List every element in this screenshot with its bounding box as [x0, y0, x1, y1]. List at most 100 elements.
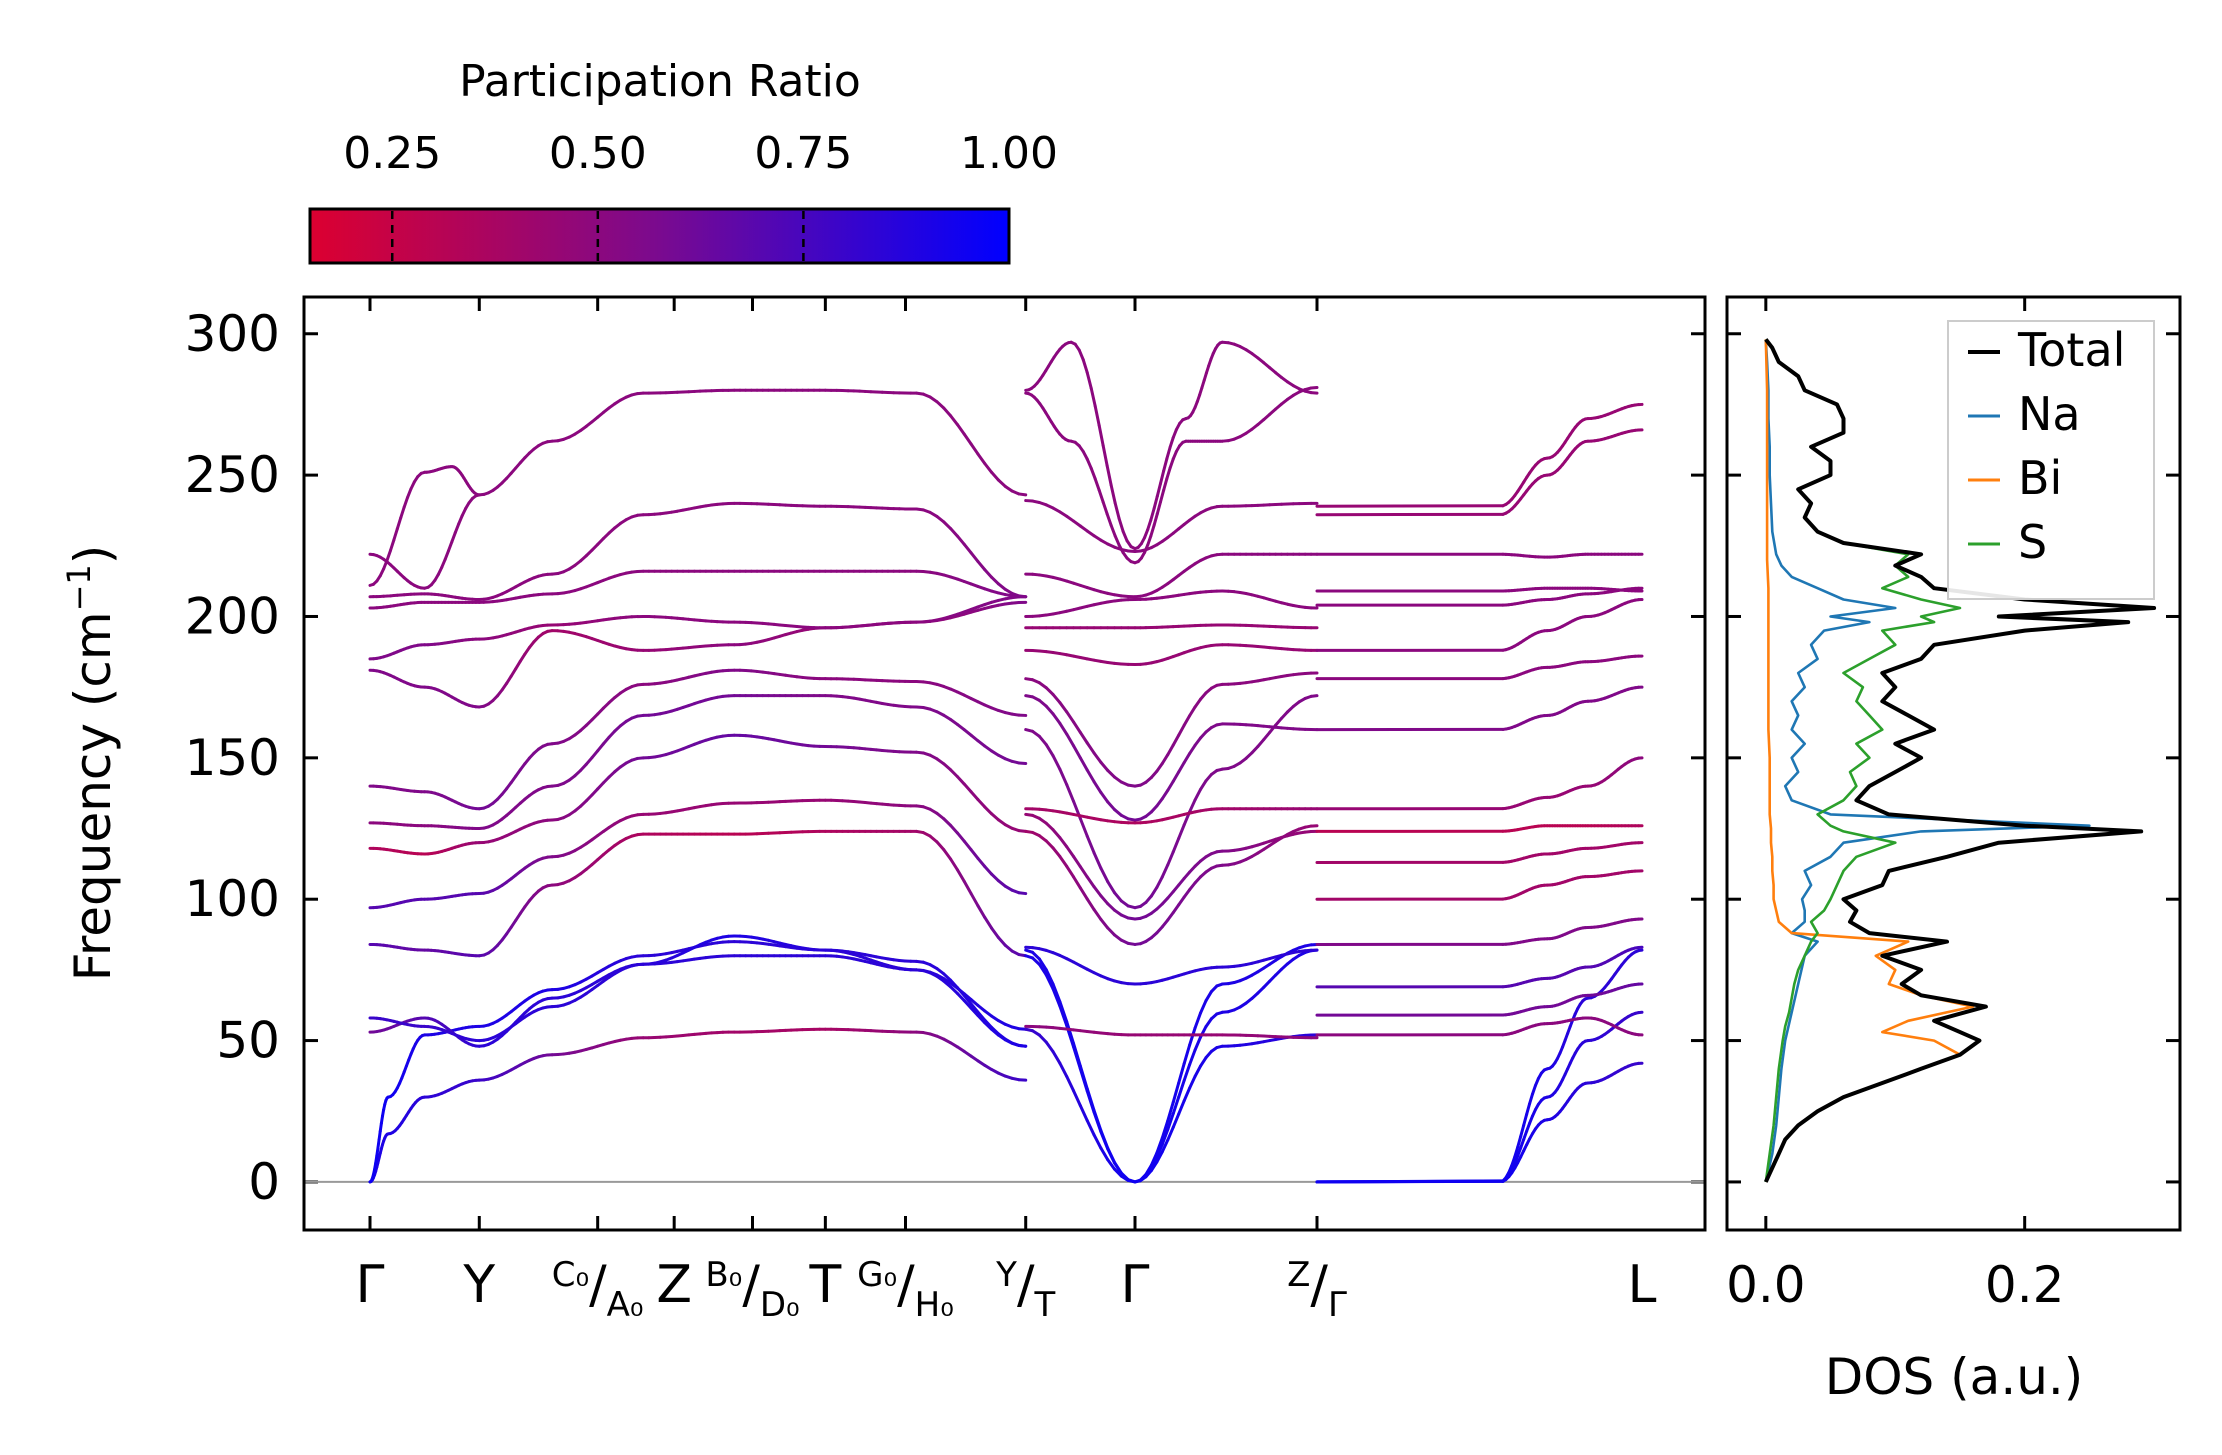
phonon-band-piece: [1106, 902, 1117, 912]
y-tick-label: 250: [185, 446, 280, 504]
phonon-band: [1315, 654, 1644, 681]
phonon-band-piece: [1051, 1050, 1062, 1065]
phonon-band-piece: [1078, 730, 1089, 745]
phonon-band: [1024, 499, 1319, 553]
phonon-band-piece: [1044, 743, 1055, 758]
phonon-band-piece: [1510, 1155, 1517, 1167]
phonon-band-piece: [1037, 957, 1048, 972]
phonon-band-piece: [1158, 469, 1166, 486]
phonon-band: [1315, 552, 1644, 559]
phonon-band-piece: [1051, 846, 1062, 858]
phonon-band-piece: [1171, 1095, 1181, 1116]
phonon-band-piece: [1044, 968, 1055, 986]
dos-curve-total: [1763, 338, 2157, 1183]
phonon-band-piece: [1092, 851, 1103, 870]
phonon-band-piece: [1092, 1133, 1103, 1150]
high-symmetry-label-pre: B₀: [705, 1255, 742, 1295]
phonon-band-piece: [1113, 501, 1121, 520]
phonon-band-piece: [942, 848, 953, 861]
phonon-band-piece: [955, 534, 966, 546]
phonon-band-piece: [1058, 721, 1069, 736]
phonon-band: [368, 940, 1028, 1184]
phonon-band-piece: [1155, 875, 1164, 889]
phonon-band-piece: [1072, 1089, 1082, 1108]
phonon-band-piece: [1078, 756, 1089, 772]
y-tick-label: 300: [185, 305, 280, 363]
phonon-band-piece: [1065, 1020, 1076, 1045]
y-axis-label-tail: ): [64, 545, 122, 565]
phonon-band-piece: [1315, 1179, 1505, 1184]
phonon-band-piece: [1160, 1138, 1170, 1154]
phonon-band-piece: [1528, 1092, 1535, 1106]
phonon-band-piece: [1051, 828, 1062, 840]
phonon-band: [1024, 589, 1319, 618]
phonon-band: [1024, 694, 1319, 822]
high-symmetry-label-main: Z: [656, 1255, 692, 1315]
high-symmetry-label: Z/Γ: [1287, 1255, 1347, 1325]
dos-axes-frame: [1725, 295, 2182, 1232]
phonon-band-piece: [1051, 692, 1062, 705]
phonon-band-piece: [1155, 1136, 1164, 1155]
phonon-band-piece: [1031, 950, 1041, 961]
high-symmetry-label-main: Γ: [1121, 1255, 1150, 1315]
high-symmetry-label-main: Γ: [356, 1255, 385, 1315]
phonon-band-piece: [942, 817, 953, 827]
phonon-band-piece: [969, 442, 980, 456]
y-axis-label-sup: −1: [60, 564, 98, 611]
phonon-band: [1315, 869, 1644, 901]
phonon-band-piece: [955, 423, 966, 436]
phonon-band-piece: [1160, 788, 1170, 801]
high-symmetry-label-post: A₀: [607, 1285, 644, 1325]
phonon-band-piece: [1162, 477, 1169, 492]
phonon-band-piece: [443, 549, 451, 561]
phonon-band-piece: [942, 520, 953, 531]
phonon-band-piece: [1155, 500, 1162, 516]
colorbar-label: Participation Ratio: [459, 56, 861, 107]
phonon-band: [1315, 945, 1644, 989]
phonon-band-piece: [1193, 1035, 1203, 1052]
phonon-band-piece: [1078, 886, 1089, 901]
phonon-band: [1024, 340, 1319, 551]
phonon-band: [1315, 824, 1644, 833]
phonon-band: [1024, 942, 1319, 1184]
phonon-band-piece: [990, 872, 1000, 883]
phonon-band-piece: [1166, 1112, 1175, 1132]
phonon-band-piece: [1182, 752, 1192, 765]
phonon-band-piece: [1106, 768, 1117, 779]
phonon-band-piece: [969, 1006, 980, 1018]
phonon-band-piece: [1199, 779, 1208, 791]
phonon-band: [368, 829, 1028, 958]
phonon-band: [1024, 812, 1319, 921]
phonon-band: [1315, 917, 1644, 946]
phonon-band: [1315, 982, 1644, 1017]
phonon-band-piece: [1166, 1100, 1175, 1123]
phonon-band-piece: [962, 879, 973, 896]
high-symmetry-label-pre: C₀: [552, 1255, 589, 1295]
band-x-ticks: [368, 297, 1319, 1230]
phonon-band-piece: [1152, 494, 1159, 510]
phonon-band-piece: [1078, 1104, 1089, 1122]
phonon-band-piece: [1152, 512, 1159, 527]
phonon-band-piece: [1072, 875, 1082, 890]
phonon-band-piece: [1171, 733, 1181, 747]
phonon-band-piece: [1522, 1112, 1529, 1127]
phonon-band-piece: [1109, 483, 1117, 505]
colorbar-tick-label: 1.00: [960, 128, 1058, 179]
phonon-band-piece: [1085, 875, 1096, 889]
phonon-band-piece: [1165, 466, 1172, 481]
phonon-band-piece: [1065, 845, 1076, 858]
phonon-band-piece: [962, 782, 973, 794]
phonon-band-piece: [1171, 1081, 1181, 1104]
phonon-band-piece: [942, 762, 953, 772]
phonon-band-piece: [1058, 1000, 1069, 1024]
phonon-band-piece: [1516, 1134, 1523, 1149]
phonon-band-piece: [385, 548, 392, 562]
colorbar-gradient: [308, 207, 1011, 265]
phonon-band-piece: [1072, 744, 1082, 760]
phonon-band-piece: [1171, 903, 1181, 915]
high-symmetry-label-post: Γ: [1328, 1285, 1347, 1325]
phonon-band: [1024, 385, 1319, 565]
phonon-band-piece: [1168, 457, 1175, 470]
phonon-band-piece: [962, 432, 973, 446]
phonon-band-piece: [1193, 736, 1203, 747]
